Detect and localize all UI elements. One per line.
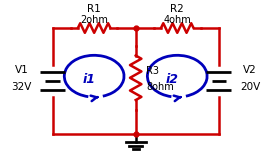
Text: V2: V2 [243,65,257,75]
Text: i1: i1 [83,73,95,86]
Text: 20V: 20V [240,82,260,93]
Text: R2: R2 [170,4,184,14]
Text: 4ohm: 4ohm [163,15,191,25]
Text: 2ohm: 2ohm [80,15,108,25]
Text: i2: i2 [165,73,179,86]
Text: R1: R1 [87,4,101,14]
Text: 8ohm: 8ohm [146,82,174,93]
Text: 32V: 32V [11,82,32,93]
Text: R3: R3 [146,66,159,76]
Text: V1: V1 [14,65,28,75]
